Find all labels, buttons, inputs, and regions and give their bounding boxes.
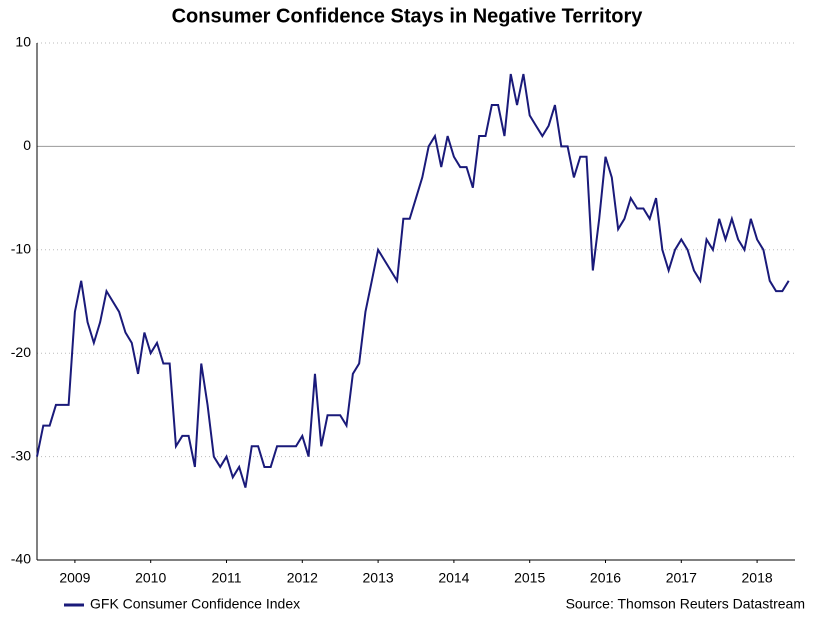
x-tick-label: 2012 — [287, 570, 318, 586]
y-tick-label: 0 — [23, 137, 31, 153]
y-tick-label: -30 — [11, 447, 31, 463]
x-tick-label: 2017 — [666, 570, 697, 586]
x-tick-label: 2013 — [363, 570, 394, 586]
y-tick-label: -40 — [11, 551, 31, 567]
x-tick-label: 2010 — [135, 570, 166, 586]
data-line — [36, 73, 790, 488]
y-tick-label: -20 — [11, 344, 31, 360]
legend-label: GFK Consumer Confidence Index — [90, 596, 300, 612]
y-tick-label: -10 — [11, 241, 31, 257]
x-tick-label: 2018 — [742, 570, 773, 586]
chart-title: Consumer Confidence Stays in Negative Te… — [172, 5, 644, 27]
x-tick-label: 2011 — [211, 570, 241, 586]
x-tick-label: 2014 — [438, 570, 469, 586]
y-tick-label: 10 — [15, 34, 31, 50]
x-tick-label: 2015 — [514, 570, 545, 586]
x-tick-label: 2016 — [590, 570, 621, 586]
source-note: Source: Thomson Reuters Datastream — [566, 596, 805, 612]
x-tick-label: 2009 — [59, 570, 90, 586]
